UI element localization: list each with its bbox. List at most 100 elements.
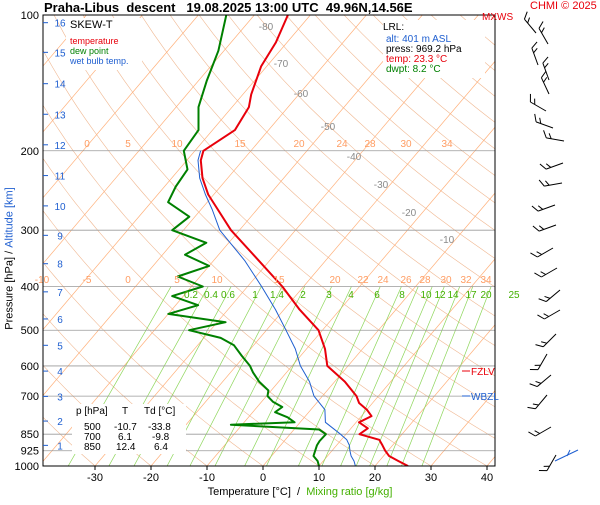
lrl-pressure: press: 969.2 hPa (386, 44, 462, 55)
pressure-tick-label: 850 (21, 429, 39, 441)
isotherm-grey-label: -50 (321, 122, 336, 133)
wind-barb (527, 394, 548, 410)
x-tick-label: -20 (143, 472, 159, 484)
wind-barb (538, 289, 561, 303)
mixing-ratio-label: 0.2 (184, 290, 198, 301)
wbzl-marker-label: WBZL (471, 392, 499, 403)
pressure-tick-label: 500 (21, 325, 39, 337)
pressure-tick-label: 300 (21, 225, 39, 237)
isotherm-label: 32 (460, 275, 472, 286)
x-tick-label: 0 (260, 472, 266, 484)
mixing-ratio-line (266, 286, 352, 466)
isotherm-line (43, 15, 143, 133)
levels-table: p [hPa] T Td [°C] 500 -10.7 -33.8 700 6.… (72, 404, 186, 454)
dry-adiabat-line (140, 15, 495, 347)
dry-adiabat-line (82, 15, 495, 408)
altitude-tick-label: 7 (57, 288, 63, 299)
isotherm-label: 24 (377, 275, 389, 286)
dry-adiabat-line (285, 15, 495, 204)
altitude-tick-label: 1 (57, 441, 63, 452)
isotherm-label: 24 (336, 139, 348, 150)
dry-adiabat-line (401, 15, 495, 97)
mixing-ratio-line (214, 286, 306, 466)
mixing-ratio-label: 3 (326, 290, 332, 301)
isotherm-grey-label: -40 (347, 152, 362, 163)
x-tick-label: 10 (313, 472, 325, 484)
plot-frame (42, 14, 496, 467)
wind-barb (529, 93, 547, 112)
isotherm-label: 10 (211, 275, 223, 286)
wind-barb (534, 113, 554, 129)
table-row-p: 850 (84, 442, 101, 453)
isotherm-grey-label: -20 (402, 208, 417, 219)
dry-adiabat-line (430, 15, 495, 72)
mixing-ratio-line (421, 286, 492, 466)
altitude-tick-label: 10 (54, 202, 66, 213)
isotherm-grey-label: -10 (440, 235, 455, 246)
x-tick-label: -10 (199, 472, 215, 484)
lrl-temperature: temp: 23.3 °C (386, 54, 448, 65)
mixing-ratio-label: 0.6 (221, 290, 235, 301)
x-axis-label-temperature: Temperature [°C] (207, 486, 291, 498)
isotherm-label: 28 (364, 139, 376, 150)
mixing-ratio-label: 1.4 (270, 290, 284, 301)
pressure-tick-label: 100 (21, 10, 39, 22)
altitude-tick-label: 12 (54, 141, 66, 152)
fzlv-marker-label: FZLV (471, 367, 495, 378)
mixing-ratio-label: 25 (508, 290, 520, 301)
table-row-t: 12.4 (116, 442, 136, 453)
isotherm-grey-label: -70 (274, 59, 289, 70)
table-row-t: -10.7 (114, 422, 137, 433)
altitude-tick-label: 8 (57, 260, 63, 271)
mixing-ratio-line (401, 286, 474, 466)
x-tick-label: 20 (369, 472, 381, 484)
isotherm-grey-label: -80 (259, 22, 274, 33)
isotherm-label: 30 (440, 275, 452, 286)
mixing-ratio-line (340, 286, 419, 466)
lrl-title: LRL: (383, 22, 405, 33)
dry-adiabat-line (198, 15, 495, 288)
mixing-ratio-label: 4 (348, 290, 354, 301)
wind-barb (538, 454, 557, 472)
altitude-tick-label: 4 (57, 367, 63, 378)
mixing-ratio-label: 12 (434, 290, 446, 301)
lrl-box: LRL: alt: 401 m ASL press: 969.2 hPa tem… (383, 20, 485, 78)
mixing-ratio-line (244, 286, 333, 466)
table-row-td: 6.4 (154, 442, 168, 453)
mxws-marker-label: MXWS (482, 12, 514, 23)
altitude-tick-label: 3 (57, 392, 63, 403)
dry-adiabat-line (227, 15, 495, 259)
isotherm-label: 30 (400, 139, 412, 150)
lrl-dewpoint: dwpt: 8.2 °C (386, 64, 441, 75)
station-name: Praha-Libus (44, 0, 120, 15)
pressure-tick-label: 1000 (15, 461, 39, 473)
legend-wetbulb: wet bulb temp. (70, 56, 129, 66)
altitude-tick-label: 6 (57, 315, 63, 326)
wind-barb (529, 374, 552, 388)
isotherm-line (43, 15, 199, 199)
wetbulb-line (197, 150, 356, 466)
dry-adiabat-line (43, 210, 320, 466)
pressure-tick-label: 400 (21, 282, 39, 294)
isotherm-label: 15 (234, 139, 246, 150)
wind-barb (542, 56, 550, 81)
altitude-tick-label: 15 (54, 48, 66, 59)
table-row-td: -33.8 (148, 422, 171, 433)
wind-barb (539, 162, 564, 170)
isotherm-line (262, 192, 495, 466)
table-header-td: Td [°C] (144, 406, 176, 417)
mixing-ratio-line (321, 286, 402, 466)
isotherm-label: 0 (84, 139, 90, 150)
pressure-tick-label: 925 (21, 446, 39, 458)
table-row-p: 700 (84, 432, 101, 443)
mixing-ratio-label: 1 (252, 290, 258, 301)
wind-barb (531, 204, 556, 212)
isotherm-label: 5 (125, 139, 131, 150)
dry-adiabat-line (169, 15, 495, 317)
mixing-ratio-line (369, 286, 445, 466)
table-header-t: T (122, 406, 129, 417)
wind-barb (537, 309, 561, 320)
mixing-ratio-label: 2 (300, 290, 306, 301)
